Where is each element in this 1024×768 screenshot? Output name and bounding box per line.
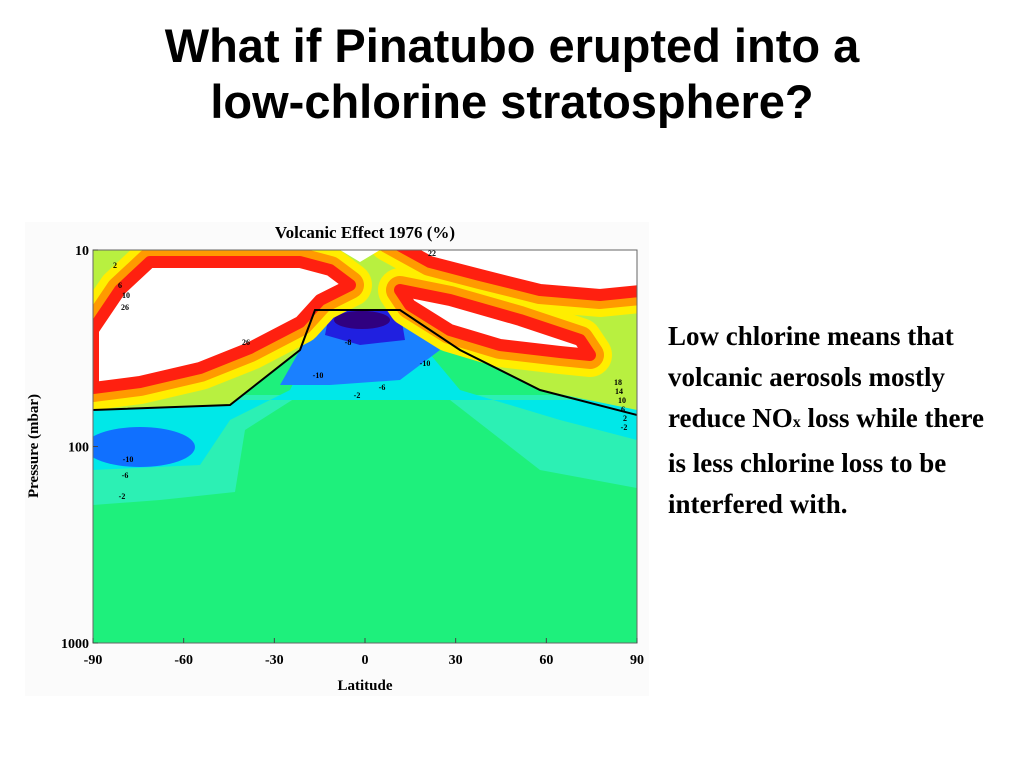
y-tick-label: 100 [68,441,89,456]
contour-label: 26 [242,338,250,347]
contour-label: 6 [621,405,625,414]
body-part: loss while there is less chlorine loss t… [668,403,984,519]
contour-label: -6 [122,471,129,480]
contour-label: -10 [313,371,324,380]
contour-label: 10 [122,291,130,300]
contour-label: -8 [345,338,352,347]
contour-label: -10 [123,455,134,464]
body-text: Low chlorine means that volcanic aerosol… [668,316,1008,525]
slide-title: What if Pinatubo erupted into a low-chlo… [0,18,1024,130]
x-tick-label: -30 [265,653,284,668]
contour-label: -2 [621,423,628,432]
figure-labels: Volcanic Effect 1976 (%) Latitude Pressu… [26,223,455,694]
contour-label: 6 [118,281,122,290]
x-tick-label: -90 [84,653,103,668]
zero-contour [93,309,637,416]
contour-region [93,330,637,470]
contour-label: -2 [119,492,126,501]
contour-label: 22 [428,249,436,258]
warm-bands [93,250,637,410]
x-tick-label: -60 [174,653,193,668]
title-line: What if Pinatubo erupted into a [164,19,860,72]
contour-label: 2 [113,261,117,270]
contour-label: 26 [121,303,129,312]
body-part: Low chlorine means that volcanic aerosol… [668,321,954,433]
y-tick-label: 1000 [61,637,89,652]
contour-region [93,427,195,467]
figure-title: Volcanic Effect 1976 (%) [275,223,455,242]
contour-label: 2 [623,414,627,423]
contour-label: -10 [420,359,431,368]
title-line: low-chlorine stratosphere? [210,75,814,128]
x-tick-label: 60 [539,653,553,668]
contour-field [93,250,637,643]
x-axis-label: Latitude [337,678,392,694]
contour-label: 18 [614,378,622,387]
x-tick-label: 90 [630,653,644,668]
contour-label: 14 [615,387,623,396]
y-axis-label: Pressure (mbar) [26,394,42,498]
subscript: x [792,414,801,431]
contour-label: -2 [354,391,361,400]
x-tick-label: 30 [449,653,463,668]
contour-label: 10 [618,396,626,405]
y-tick-label: 10 [75,244,89,259]
contour-label: -6 [379,383,386,392]
x-tick-label: 0 [362,653,369,668]
contour-region [334,311,390,329]
